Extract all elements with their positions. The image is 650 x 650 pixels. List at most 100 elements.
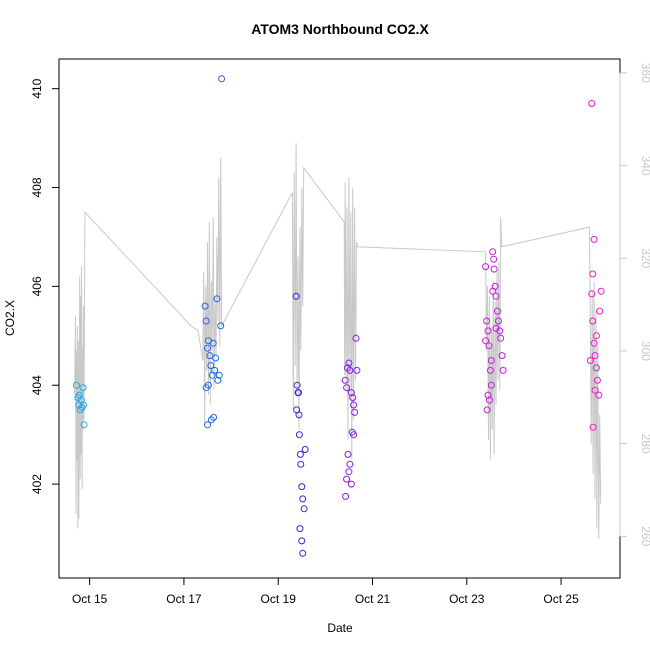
data-point: [292, 292, 300, 300]
data-point: [349, 394, 357, 402]
data-point: [207, 416, 215, 424]
data-point: [499, 366, 507, 374]
x-tick-label: Oct 17: [166, 592, 202, 606]
data-point: [296, 450, 304, 458]
data-point: [494, 317, 502, 325]
data-point: [586, 357, 594, 364]
data-point: [490, 255, 498, 263]
data-point: [588, 100, 596, 107]
data-point: [492, 324, 500, 332]
data-point: [498, 352, 506, 360]
plot-lines-layer: [74, 142, 602, 539]
data-point: [80, 421, 88, 429]
data-point: [72, 381, 80, 389]
plot-frame: [58, 58, 621, 579]
y2-tick-label: 320: [639, 248, 650, 268]
data-point: [204, 421, 211, 429]
data-point: [595, 391, 603, 399]
data-point: [297, 460, 305, 468]
data-point: [482, 263, 490, 271]
data-point: [215, 371, 223, 379]
data-point: [487, 381, 495, 389]
data-point: [591, 352, 599, 360]
x-tick-label: Oct 19: [261, 592, 297, 606]
data-point: [483, 406, 491, 414]
x-axis: Oct 15 Oct 17 Oct 19 Oct 21 Oct 23 Oct 25: [72, 577, 579, 606]
data-point: [79, 384, 87, 392]
data-point: [351, 408, 359, 416]
data-point: [293, 406, 301, 414]
y-axis-label: CO2.X: [3, 300, 17, 336]
data-point: [487, 357, 495, 364]
data-point: [350, 401, 358, 409]
data-point: [298, 483, 306, 491]
data-point: [347, 389, 355, 397]
data-point: [485, 396, 493, 404]
data-point: [345, 359, 353, 367]
data-point: [209, 339, 217, 347]
data-point: [346, 366, 354, 374]
data-point: [206, 352, 214, 360]
data-point: [218, 75, 226, 83]
data-point: [202, 317, 210, 325]
data-point: [592, 364, 600, 372]
y-tick-label: 402: [30, 474, 44, 494]
y2-tick-label: 340: [639, 156, 650, 176]
data-point: [341, 376, 349, 384]
data-point: [590, 235, 598, 243]
data-point: [597, 287, 605, 295]
y2-tick-label: 300: [639, 341, 650, 361]
data-point: [217, 322, 225, 330]
data-point: [214, 376, 222, 384]
y2-tick-label: 360: [639, 63, 650, 83]
data-point: [345, 468, 353, 476]
y-axis-right: 260 280 300 320 340 360: [619, 63, 650, 547]
y-tick-label: 410: [30, 78, 44, 98]
data-point: [490, 265, 498, 273]
data-point: [497, 334, 505, 342]
trace-line: [74, 142, 602, 539]
data-point: [210, 413, 218, 421]
data-point: [201, 302, 209, 310]
data-point: [300, 505, 308, 513]
data-point: [589, 423, 597, 431]
chart-title: ATOM3 Northbound CO2.X: [251, 21, 429, 37]
data-point: [590, 339, 598, 347]
data-point: [295, 389, 302, 397]
data-point: [484, 391, 492, 399]
data-point: [489, 248, 497, 256]
data-point: [484, 327, 492, 335]
x-axis-label: Date: [327, 621, 353, 635]
data-point: [346, 460, 354, 468]
y-tick-label: 408: [30, 177, 44, 197]
y2-tick-label: 260: [639, 526, 650, 546]
data-point: [211, 366, 219, 374]
y2-tick-label: 280: [639, 434, 650, 454]
y-tick-label: 404: [30, 375, 44, 395]
data-point: [589, 270, 597, 278]
data-point: [213, 295, 221, 303]
data-point: [493, 307, 501, 315]
data-point: [299, 549, 307, 557]
data-point: [342, 492, 350, 500]
data-point: [596, 307, 604, 315]
x-tick-label: Oct 15: [72, 592, 108, 606]
x-tick-label: Oct 23: [449, 592, 485, 606]
data-point: [293, 381, 301, 389]
data-point: [204, 344, 211, 352]
data-point: [204, 381, 212, 389]
data-point: [207, 362, 215, 369]
data-point: [347, 480, 355, 488]
data-point: [301, 446, 309, 453]
data-point: [298, 537, 306, 545]
data-point: [592, 332, 600, 340]
data-point: [350, 431, 358, 439]
data-point: [589, 317, 597, 325]
data-point: [591, 386, 599, 394]
plot-points-layer: [72, 75, 605, 557]
y-axis-left: 402 404 406 408 410: [30, 78, 60, 494]
data-point: [483, 317, 491, 325]
data-point: [489, 287, 497, 295]
x-tick-label: Oct 25: [543, 592, 579, 606]
